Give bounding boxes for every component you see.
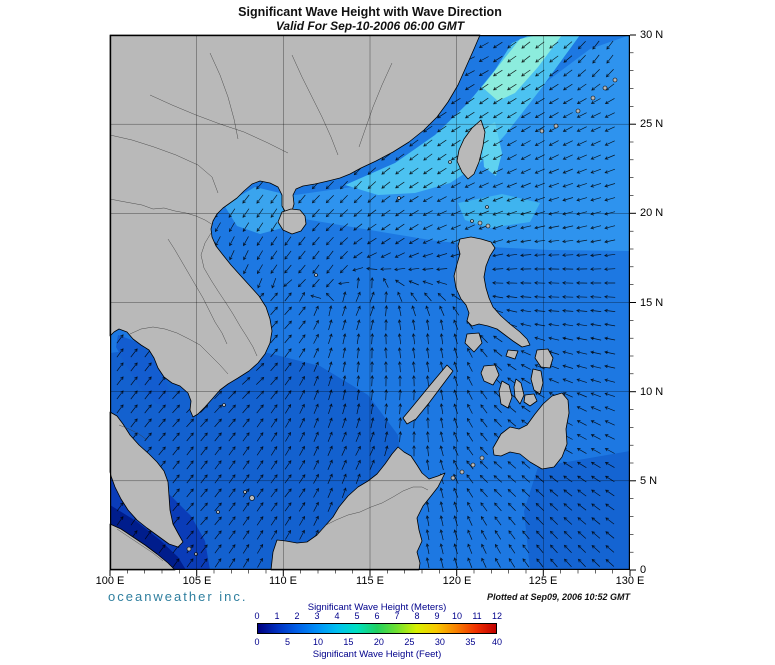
lon-tick-100e: 100 E bbox=[95, 575, 125, 587]
meters-tick-4: 4 bbox=[334, 611, 340, 621]
colorbar-meters-label: Significant Wave Height (Meters) bbox=[307, 602, 447, 613]
lat-tick-5n: 5 N bbox=[640, 475, 658, 487]
feet-tick-35: 35 bbox=[465, 637, 476, 647]
oceanweather-logo-text: oceanweather inc. bbox=[108, 589, 248, 604]
feet-tick-15: 15 bbox=[343, 637, 354, 647]
feet-tick-0: 0 bbox=[254, 637, 260, 647]
colorbar-feet-label: Significant Wave Height (Feet) bbox=[312, 649, 442, 660]
meters-tick-8: 8 bbox=[414, 611, 420, 621]
meters-tick-0: 0 bbox=[254, 611, 260, 621]
lon-tick-110e: 110 E bbox=[269, 575, 297, 587]
chart-subtitle: Valid For Sep-10-2006 06:00 GMT bbox=[275, 19, 465, 33]
colorbar-gradient-bar bbox=[257, 623, 497, 634]
lat-tick-10n: 10 N bbox=[640, 386, 664, 398]
meters-tick-10: 10 bbox=[451, 611, 463, 621]
lon-tick-105e: 105 E bbox=[182, 575, 212, 587]
lon-tick-120e: 120 E bbox=[442, 575, 472, 587]
lat-tick-0: 0 bbox=[640, 564, 647, 576]
feet-tick-20: 20 bbox=[373, 637, 384, 647]
lat-tick-25n: 25 N bbox=[640, 118, 664, 130]
feet-tick-5: 5 bbox=[284, 637, 290, 647]
meters-tick-11: 11 bbox=[472, 611, 482, 621]
meters-tick-12: 12 bbox=[491, 611, 503, 621]
lon-tick-130e: 130 E bbox=[615, 575, 645, 587]
meters-tick-1: 1 bbox=[274, 611, 280, 621]
feet-tick-25: 25 bbox=[404, 637, 415, 647]
meters-tick-2: 2 bbox=[294, 611, 300, 621]
plotted-timestamp: Plotted at Sep09, 2006 10:52 GMT bbox=[486, 592, 630, 602]
meters-tick-7: 7 bbox=[394, 611, 400, 621]
lon-tick-115e: 115 E bbox=[356, 575, 384, 587]
lat-tick-30n: 30 N bbox=[640, 29, 664, 41]
meters-tick-9: 9 bbox=[434, 611, 440, 621]
chart-title: Significant Wave Height with Wave Direct… bbox=[238, 5, 502, 19]
colorbar-meters-ticks: 0 1 2 3 4 5 6 7 8 9 10 11 12 bbox=[254, 611, 502, 622]
meters-tick-6: 6 bbox=[374, 611, 380, 621]
lat-tick-15n: 15 N bbox=[640, 297, 664, 309]
feet-tick-10: 10 bbox=[312, 637, 323, 647]
meters-tick-5: 5 bbox=[354, 611, 360, 621]
feet-tick-30: 30 bbox=[434, 637, 445, 647]
map-canvas bbox=[109, 34, 636, 576]
feet-tick-40: 40 bbox=[491, 637, 503, 647]
meters-tick-3: 3 bbox=[314, 611, 320, 621]
colorbar-feet-ticks: 0 5 10 15 20 25 30 35 40 bbox=[254, 637, 502, 648]
lon-tick-125e: 125 E bbox=[528, 575, 558, 587]
lat-tick-20n: 20 N bbox=[640, 207, 664, 219]
